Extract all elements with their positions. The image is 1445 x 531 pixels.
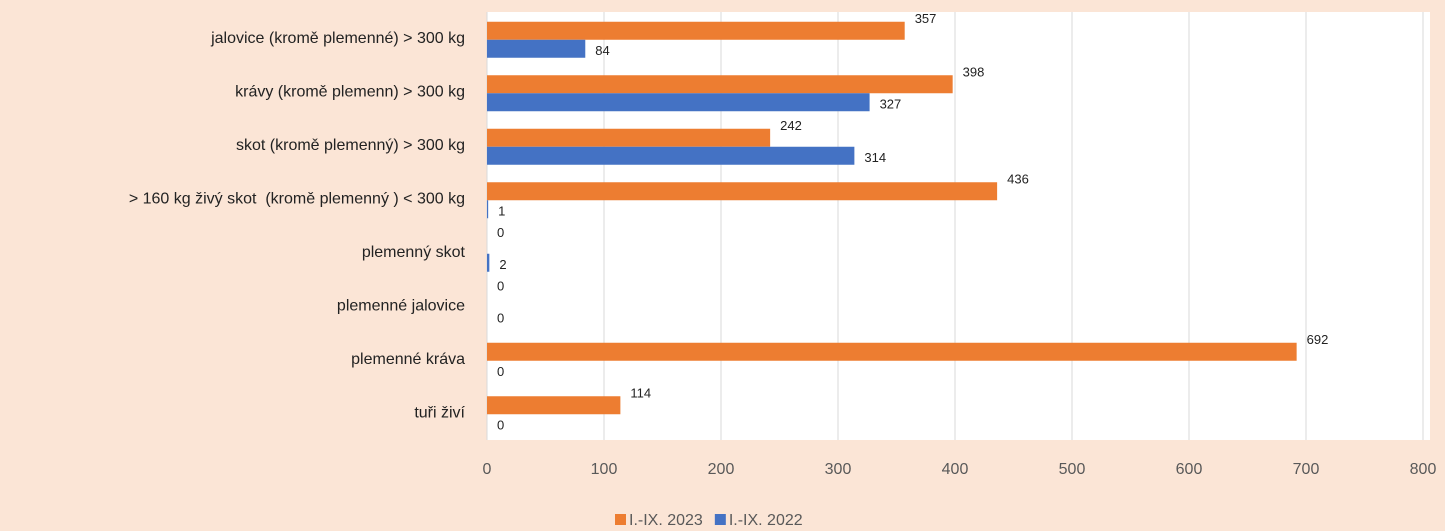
y-tick-label: plemenné kráva bbox=[351, 351, 465, 368]
value-label: 398 bbox=[963, 65, 985, 80]
bar bbox=[487, 128, 771, 147]
x-tick-label: 800 bbox=[1410, 461, 1437, 478]
value-label: 0 bbox=[497, 225, 504, 240]
bar bbox=[487, 200, 489, 219]
x-tick-label: 300 bbox=[825, 461, 852, 478]
x-tick-label: 200 bbox=[708, 461, 735, 478]
bar bbox=[487, 39, 586, 58]
value-label: 0 bbox=[497, 418, 504, 433]
legend-swatch bbox=[615, 514, 626, 525]
bar bbox=[487, 75, 953, 94]
y-tick-label: plemenné jalovice bbox=[337, 297, 465, 314]
value-label: 242 bbox=[780, 118, 802, 133]
value-label: 314 bbox=[864, 150, 886, 165]
legend-swatch bbox=[714, 514, 726, 525]
bar bbox=[487, 182, 998, 201]
x-tick-label: 600 bbox=[1176, 461, 1203, 478]
value-label: 84 bbox=[595, 43, 609, 58]
y-tick-label: skot (kromě plemenný) > 300 kg bbox=[236, 137, 465, 154]
x-tick-label: 400 bbox=[942, 461, 969, 478]
x-tick-label: 0 bbox=[483, 461, 492, 478]
value-label: 327 bbox=[880, 97, 902, 112]
bar bbox=[487, 396, 621, 415]
value-label: 1 bbox=[498, 204, 505, 219]
legend-label: I.-IX. 2023 bbox=[629, 512, 703, 529]
x-tick-label: 100 bbox=[591, 461, 618, 478]
x-tick-label: 700 bbox=[1293, 461, 1320, 478]
value-label: 2 bbox=[499, 257, 506, 272]
y-tick-label: tuři živí bbox=[414, 404, 465, 421]
bar bbox=[487, 253, 490, 272]
y-tick-label: jalovice (kromě plemenné) > 300 kg bbox=[210, 30, 465, 47]
bar bbox=[487, 93, 870, 112]
value-label: 692 bbox=[1307, 332, 1329, 347]
y-tick-label: krávy (kromě plemenn) > 300 kg bbox=[235, 83, 465, 100]
y-tick-label: > 160 kg živý skot (kromě plemenný ) < 3… bbox=[129, 190, 465, 207]
x-tick-label: 500 bbox=[1059, 461, 1086, 478]
value-label: 436 bbox=[1007, 172, 1029, 187]
value-label: 114 bbox=[630, 386, 651, 401]
bar bbox=[487, 146, 855, 165]
legend-label: I.-IX. 2022 bbox=[729, 512, 803, 529]
value-label: 357 bbox=[915, 11, 937, 26]
value-label: 0 bbox=[497, 364, 504, 379]
y-tick-label: plemenný skot bbox=[362, 244, 466, 261]
value-label: 0 bbox=[497, 279, 504, 294]
value-label: 0 bbox=[497, 311, 504, 326]
bar bbox=[487, 342, 1297, 361]
bar bbox=[487, 21, 905, 40]
